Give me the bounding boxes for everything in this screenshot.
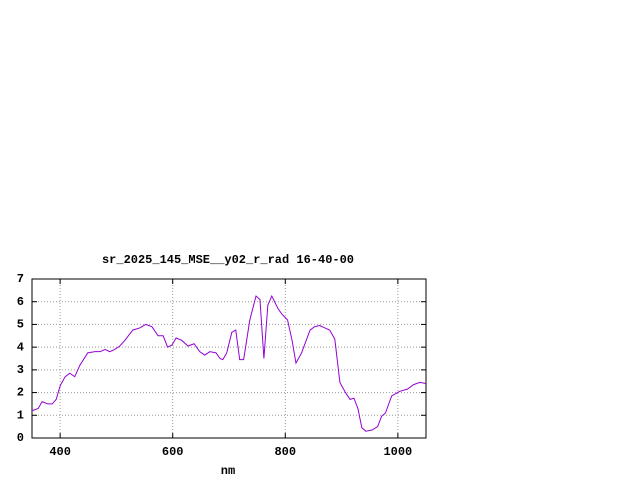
y-tick-label: 0 xyxy=(17,431,24,445)
y-tick-label: 4 xyxy=(17,340,24,354)
data-line xyxy=(31,294,427,432)
chart-title: sr_2025_145_MSE__y02_r_rad 16-40-00 xyxy=(102,253,354,267)
x-axis-label: nm xyxy=(221,464,235,478)
x-tick-label: 400 xyxy=(49,445,71,459)
y-tick-label: 6 xyxy=(17,295,24,309)
plot-border xyxy=(31,278,427,439)
x-tick-label: 1000 xyxy=(383,445,412,459)
x-tick-label: 800 xyxy=(274,445,296,459)
y-tick-label: 2 xyxy=(17,386,24,400)
x-tick-label: 600 xyxy=(162,445,184,459)
y-tick-label: 3 xyxy=(17,363,24,377)
y-tick-label: 1 xyxy=(17,408,24,422)
y-tick-label: 7 xyxy=(17,272,24,286)
y-tick-label: 5 xyxy=(17,318,24,332)
